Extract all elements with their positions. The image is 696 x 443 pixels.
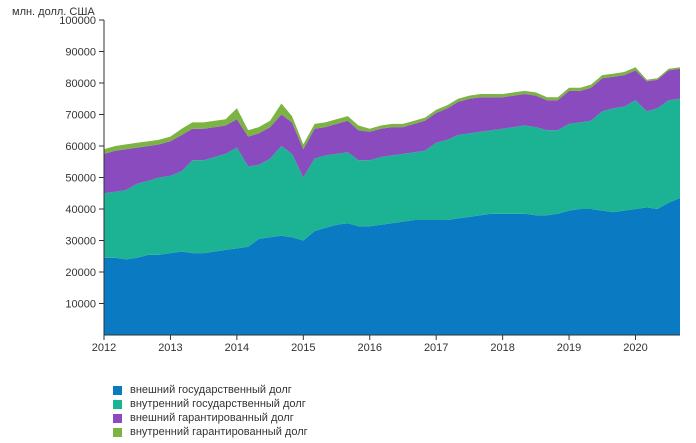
y-tick-label: 20000 — [65, 267, 96, 279]
y-tick-label: 10000 — [65, 299, 96, 311]
legend: внешний государственный долг внутренний … — [113, 383, 308, 439]
y-tick-label: 30000 — [65, 236, 96, 248]
axes: 10000 20000 30000 40000 50000 60000 70000 80000… — [59, 15, 680, 354]
legend-swatch — [113, 427, 122, 437]
y-tick-label: 50000 — [65, 173, 96, 185]
legend-swatch — [113, 399, 122, 409]
legend-item-internal-state-debt[interactable]: внутренний государственный долг — [113, 397, 308, 411]
x-tick-label: 2018 — [490, 342, 514, 354]
legend-label: внешний гарантированный долг — [130, 412, 294, 424]
x-tick-label: 2015 — [291, 342, 315, 354]
legend-item-external-guaranteed-debt[interactable]: внешний гарантированный долг — [113, 411, 308, 425]
x-tick-label: 2019 — [557, 342, 581, 354]
series-area-1[interactable] — [104, 98, 680, 260]
legend-swatch — [113, 413, 122, 423]
series-area-2[interactable] — [104, 68, 680, 194]
x-tick-label: 2013 — [158, 342, 182, 354]
series-areas — [104, 67, 680, 335]
legend-label: внутренний государственный долг — [130, 398, 306, 410]
legend-swatch — [113, 385, 122, 395]
series-area-0[interactable] — [104, 198, 680, 335]
legend-item-internal-guaranteed-debt[interactable]: внутренний гарантированный долг — [113, 425, 308, 439]
y-tick-label: 70000 — [65, 110, 96, 122]
x-tick-label: 2012 — [92, 342, 116, 354]
y-tick-label: 100000 — [59, 15, 96, 27]
y-tick-label: 40000 — [65, 204, 96, 216]
x-tick-label: 2016 — [358, 342, 382, 354]
y-axis-unit-label: млн. долл. США — [12, 6, 95, 18]
x-tick-label: 2017 — [424, 342, 448, 354]
x-tick-label: 2014 — [225, 342, 249, 354]
y-tick-label: 90000 — [65, 47, 96, 59]
x-tick-label: 2020 — [623, 342, 647, 354]
y-tick-label: 60000 — [65, 141, 96, 153]
legend-item-external-state-debt[interactable]: внешний государственный долг — [113, 383, 308, 397]
legend-label: внешний государственный долг — [130, 384, 292, 396]
series-area-3[interactable] — [104, 67, 680, 154]
y-tick-label: 80000 — [65, 78, 96, 90]
legend-label: внутренний гарантированный долг — [130, 426, 308, 438]
